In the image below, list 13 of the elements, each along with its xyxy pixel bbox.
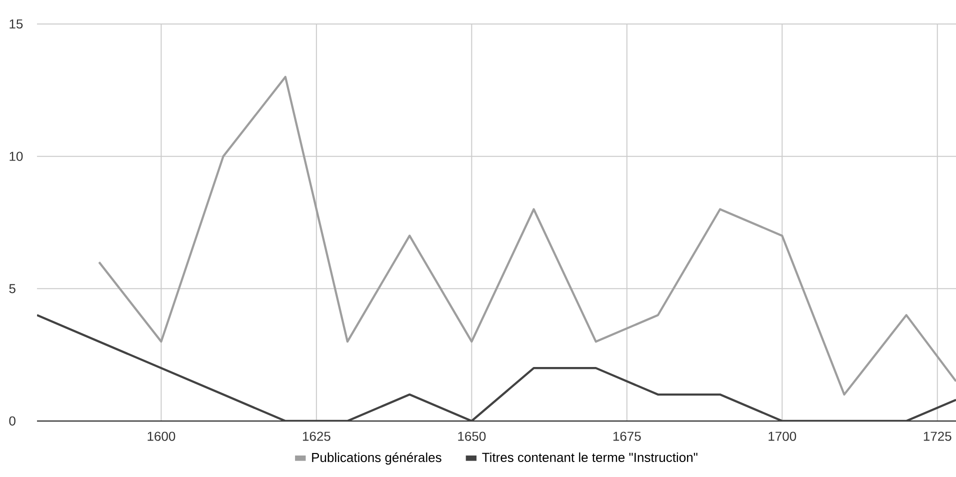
y-tick-label: 5: [9, 284, 16, 294]
x-tick-label: 1725: [924, 432, 952, 441]
x-tick-label: 1625: [302, 432, 330, 441]
line-series: [98, 76, 956, 396]
y-tick-label: 15: [10, 19, 23, 29]
y-tick-label: 10: [10, 152, 23, 161]
x-tick-label: 1650: [458, 432, 486, 441]
y-tick-label: 0: [9, 416, 16, 426]
legend-label: Titres contenant le terme "Instruction": [482, 452, 698, 462]
legend-label: Publications générales: [312, 452, 442, 465]
x-tick-label: 1700: [768, 432, 796, 441]
x-tick-label: 1600: [148, 432, 176, 441]
x-tick-label: 1675: [613, 432, 641, 441]
